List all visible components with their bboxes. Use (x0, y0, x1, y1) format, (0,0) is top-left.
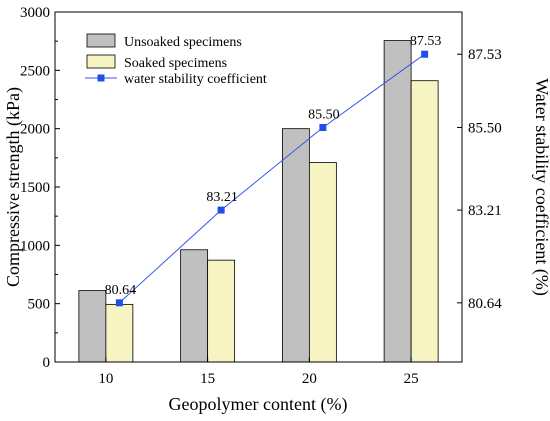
y-tick-label-0: 0 (43, 355, 51, 371)
marker-water-stability-20 (319, 123, 327, 131)
y-tick-label-1000: 1000 (20, 238, 50, 254)
bar-unsoaked-20 (281, 128, 310, 363)
y2-axis-title: Water stability coefficient (%) (531, 78, 550, 296)
bar-unsoaked-10 (78, 290, 107, 363)
y-tick-label-1500: 1500 (20, 180, 50, 196)
tick-group: 10 15 20 25 0 500 1000 1500 2000 2500 3000 80.64 83.… (20, 5, 502, 387)
bar-soaked-20 (308, 162, 337, 363)
x-axis-title: Geopolymer content (%) (169, 394, 348, 415)
marker-water-stability-10 (115, 299, 123, 307)
marker-water-stability-15 (217, 206, 225, 214)
y2-tick-label-87.53: 87.53 (468, 47, 502, 63)
legend-label-soaked: Soaked specimens (124, 56, 227, 71)
y2-tick-label-80.64: 80.64 (468, 296, 502, 312)
x-tick-label-10: 10 (98, 371, 113, 387)
y-tick-label-2500: 2500 (20, 63, 50, 79)
y2-tick-label-85.50: 85.50 (468, 120, 502, 136)
legend: Unsoaked specimens Soaked specimens wate… (85, 33, 267, 87)
data-label-15: 83.21 (206, 190, 238, 205)
data-label-10: 80.64 (105, 283, 137, 298)
bar-soaked-15 (207, 259, 236, 363)
data-label-group: 80.64 83.21 85.50 87.53 (105, 34, 442, 298)
legend-label-water-stability: water stability coefficient (124, 72, 267, 87)
series-line-group (115, 50, 429, 307)
marker-water-stability-25 (421, 50, 429, 58)
y2-tick-label-83.21: 83.21 (468, 203, 502, 219)
x-tick-label-25: 25 (404, 371, 419, 387)
y-tick-label-2000: 2000 (20, 122, 50, 138)
legend-marker-water-stability (97, 74, 105, 82)
legend-swatch-unsoaked (86, 33, 116, 48)
bar-group (78, 40, 439, 363)
series-line-water-stability (119, 53, 425, 304)
bar-unsoaked-25 (383, 40, 412, 363)
legend-label-unsoaked: Unsoaked specimens (124, 35, 242, 50)
x-tick-label-20: 20 (302, 371, 317, 387)
legend-swatch-soaked (86, 54, 116, 69)
data-label-20: 85.50 (308, 107, 340, 122)
x-tick-label-15: 15 (200, 371, 215, 387)
bar-soaked-25 (410, 80, 439, 363)
bar-soaked-10 (105, 303, 134, 363)
bar-unsoaked-15 (180, 249, 209, 363)
y-tick-label-500: 500 (28, 297, 51, 313)
data-label-25: 87.53 (410, 34, 442, 49)
y-axis-title: Compressive strength (kPa) (3, 87, 24, 287)
y-tick-label-3000: 3000 (20, 5, 50, 21)
